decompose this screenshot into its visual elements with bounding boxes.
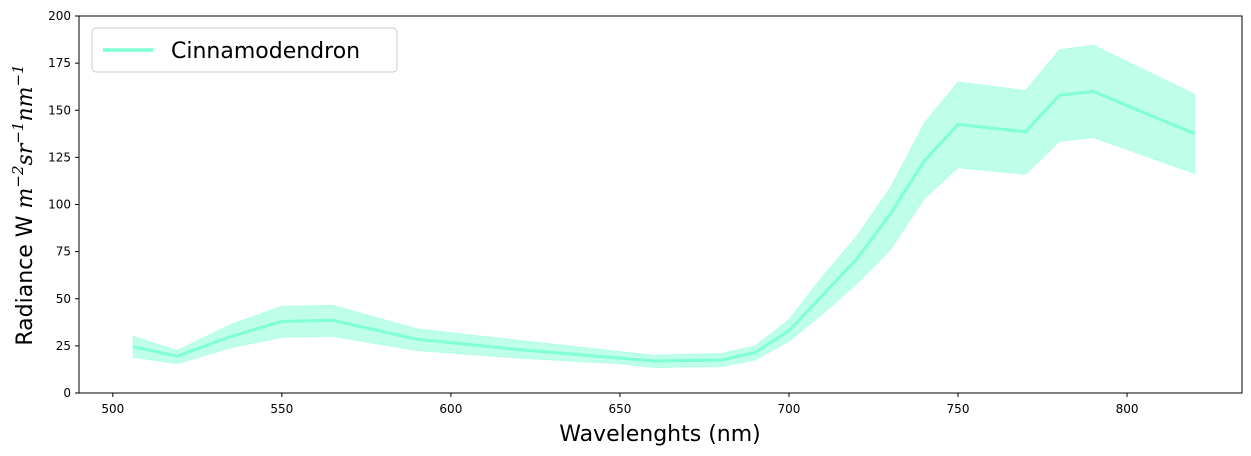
legend-box [91,27,398,73]
y-tick-label: 125 [48,150,71,164]
y-tick-label: 175 [48,56,71,70]
x-tick-label: 700 [778,402,801,416]
x-axis-ticks: 500 550 600 650 700 750 800 [101,393,1139,416]
x-axis-label: Wavelenghts (nm) [559,422,761,447]
y-tick-label: 0 [63,386,71,400]
y-tick-label: 25 [56,339,71,353]
y-tick-label: 100 [48,198,71,212]
x-tick-label: 500 [101,402,124,416]
confidence-band [132,44,1196,369]
series-line-layer [132,89,1196,363]
x-tick-label: 750 [947,402,970,416]
legend-label: Cinnamodendron [171,39,360,64]
y-tick-label: 75 [56,245,71,259]
x-tick-label: 550 [270,402,293,416]
y-axis-ticks: 0 25 50 75 100 125 150 175 200 [48,9,79,400]
x-tick-label: 650 [608,402,631,416]
legend: Cinnamodendron [91,27,398,73]
y-tick-label: 200 [48,9,71,23]
y-axis-label: Radiance W m−2sr−1nm−1 [9,64,38,345]
y-tick-label: 50 [56,292,71,306]
x-tick-label: 800 [1116,402,1139,416]
y-tick-label: 150 [48,103,71,117]
confidence-band-layer [132,44,1196,369]
x-tick-label: 600 [439,402,462,416]
